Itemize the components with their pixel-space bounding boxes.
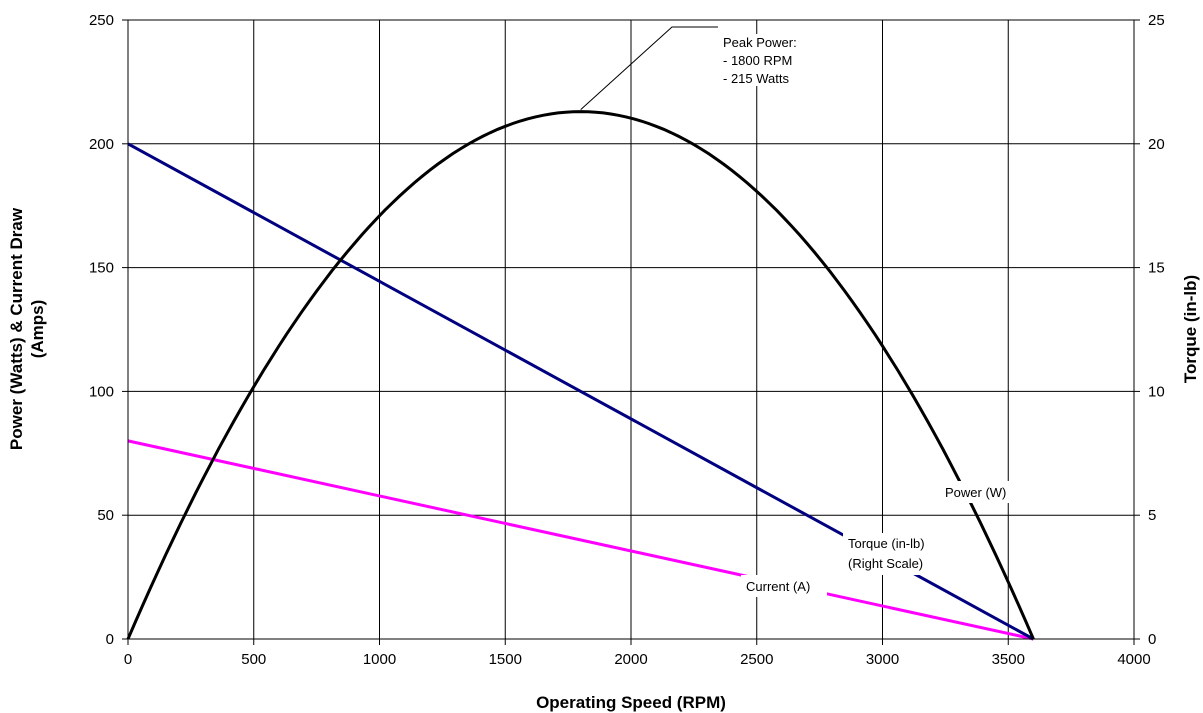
power-series-line — [126, 110, 1035, 640]
y-tick-label: 150 — [89, 260, 114, 277]
x-tick-label: 0 — [124, 651, 132, 668]
current-series-label: Current (A) — [741, 575, 827, 597]
left-y-axis-title-line1: Power (Watts) & Current Draw — [7, 207, 26, 450]
x-axis-title: Operating Speed (RPM) — [536, 693, 726, 712]
current-label-box — [741, 575, 827, 597]
torque-series-label: Torque (in-lb) (Right Scale) — [843, 533, 943, 575]
right-y-axis-title: Torque (in-lb) — [1181, 275, 1200, 383]
power-series-label: Power (W) — [940, 481, 1024, 503]
peak-power-label-line2: - 1800 RPM — [723, 53, 792, 68]
peak-power-label-line3: - 215 Watts — [723, 71, 789, 86]
peak-power-annotation: Peak Power: - 1800 RPM - 215 Watts — [580, 26, 818, 110]
x-tick-label: 2500 — [740, 651, 773, 668]
y-tick-label: 200 — [89, 136, 114, 153]
y2-tick-label: 5 — [1148, 507, 1156, 524]
peak-power-label-line1: Peak Power: — [723, 35, 797, 50]
y-tick-label: 100 — [89, 383, 114, 400]
y-tick-label: 0 — [106, 631, 114, 648]
y2-tick-label: 15 — [1148, 260, 1165, 277]
y-tick-label: 50 — [97, 507, 114, 524]
torque-label-box — [843, 533, 943, 575]
left-y-axis-title: Power (Watts) & Current Draw (Amps) — [7, 207, 47, 450]
y-tick-label: 250 — [89, 12, 114, 29]
current-label-text: Current (A) — [746, 579, 810, 594]
y2-tick-label: 20 — [1148, 136, 1165, 153]
current-series-line — [127, 439, 1034, 641]
right-y-axis-title-text: Torque (in-lb) — [1181, 275, 1200, 383]
right-y-axis-ticks: 0 5 10 15 20 25 — [1134, 12, 1165, 648]
x-tick-label: 3500 — [992, 651, 1025, 668]
peak-power-leader-line — [580, 26, 718, 110]
peak-power-box — [718, 34, 818, 86]
x-tick-label: 500 — [241, 651, 266, 668]
y2-tick-label: 25 — [1148, 12, 1165, 29]
torque-label-line1: Torque (in-lb) — [848, 536, 925, 551]
x-tick-label: 1000 — [363, 651, 396, 668]
x-tick-label: 2000 — [614, 651, 647, 668]
x-tick-label: 1500 — [489, 651, 522, 668]
torque-label-line2: (Right Scale) — [848, 556, 923, 571]
x-tick-label: 4000 — [1117, 651, 1150, 668]
left-y-axis-ticks: 0 50 100 150 200 250 — [89, 12, 128, 648]
power-label-box — [940, 481, 1024, 503]
x-tick-label: 3000 — [866, 651, 899, 668]
left-y-axis-title-line2: (Amps) — [28, 300, 47, 359]
horizontal-gridlines — [128, 143, 1134, 516]
x-axis-ticks: 0 500 1000 1500 2000 2500 3000 3500 4000 — [124, 639, 1151, 668]
y2-tick-label: 0 — [1148, 631, 1156, 648]
y2-tick-label: 10 — [1148, 383, 1165, 400]
power-label-text: Power (W) — [945, 485, 1006, 500]
